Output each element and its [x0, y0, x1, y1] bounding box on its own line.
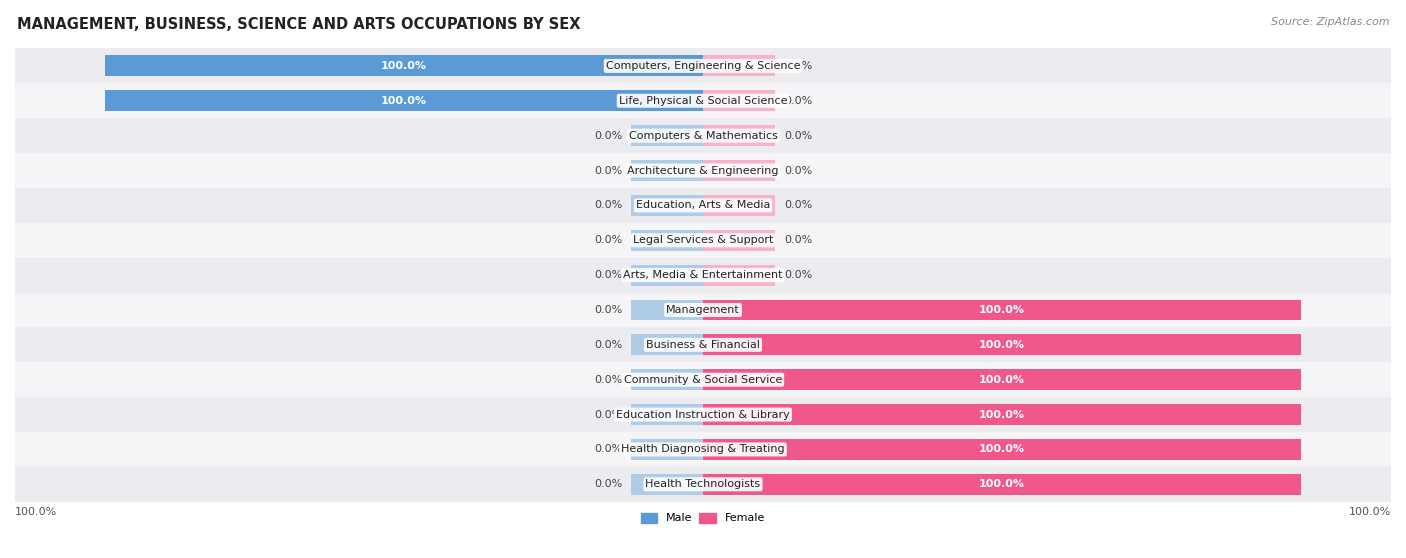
Bar — [703, 195, 775, 216]
Bar — [703, 160, 775, 181]
Text: 100.0%: 100.0% — [979, 479, 1025, 489]
Text: 100.0%: 100.0% — [979, 340, 1025, 350]
Bar — [15, 49, 1391, 83]
Text: 0.0%: 0.0% — [593, 131, 623, 141]
Text: 100.0%: 100.0% — [979, 375, 1025, 384]
Bar — [631, 404, 703, 425]
Bar — [631, 230, 703, 251]
Text: 0.0%: 0.0% — [593, 200, 623, 210]
Text: 0.0%: 0.0% — [593, 340, 623, 350]
Bar — [703, 264, 775, 286]
Text: 100.0%: 100.0% — [979, 410, 1025, 420]
Text: 0.0%: 0.0% — [593, 166, 623, 176]
Bar — [15, 328, 1391, 362]
Bar — [631, 439, 703, 460]
Text: 0.0%: 0.0% — [783, 200, 813, 210]
Bar — [631, 474, 703, 495]
Text: Health Diagnosing & Treating: Health Diagnosing & Treating — [621, 444, 785, 454]
Text: 100.0%: 100.0% — [15, 507, 58, 517]
Bar — [15, 118, 1391, 153]
Text: Business & Financial: Business & Financial — [645, 340, 761, 350]
Bar — [703, 300, 1302, 320]
Bar — [631, 195, 703, 216]
Text: 0.0%: 0.0% — [593, 410, 623, 420]
Text: 100.0%: 100.0% — [1348, 507, 1391, 517]
Bar — [631, 125, 703, 146]
Bar — [631, 264, 703, 286]
Bar — [104, 55, 703, 76]
Bar — [15, 467, 1391, 502]
Text: 0.0%: 0.0% — [783, 131, 813, 141]
Text: Computers & Mathematics: Computers & Mathematics — [628, 131, 778, 141]
Bar — [631, 160, 703, 181]
Bar — [703, 334, 1302, 355]
Text: Life, Physical & Social Science: Life, Physical & Social Science — [619, 96, 787, 106]
Text: Computers, Engineering & Science: Computers, Engineering & Science — [606, 61, 800, 71]
Bar — [703, 369, 1302, 390]
Bar — [15, 188, 1391, 223]
Text: 100.0%: 100.0% — [381, 96, 427, 106]
Text: Legal Services & Support: Legal Services & Support — [633, 235, 773, 246]
Text: 0.0%: 0.0% — [593, 479, 623, 489]
Bar — [703, 230, 775, 251]
Bar — [703, 474, 1302, 495]
Text: Management: Management — [666, 305, 740, 315]
Text: 0.0%: 0.0% — [593, 375, 623, 384]
Legend: Male, Female: Male, Female — [637, 508, 769, 528]
Bar — [703, 404, 1302, 425]
Bar — [104, 90, 703, 111]
Bar — [15, 432, 1391, 467]
Bar — [703, 125, 775, 146]
Text: MANAGEMENT, BUSINESS, SCIENCE AND ARTS OCCUPATIONS BY SEX: MANAGEMENT, BUSINESS, SCIENCE AND ARTS O… — [17, 17, 581, 32]
Bar — [15, 83, 1391, 118]
Bar — [15, 223, 1391, 258]
Text: Community & Social Service: Community & Social Service — [624, 375, 782, 384]
Text: 0.0%: 0.0% — [593, 305, 623, 315]
Bar — [15, 292, 1391, 328]
Bar — [15, 362, 1391, 397]
Text: 0.0%: 0.0% — [593, 235, 623, 246]
Text: 0.0%: 0.0% — [783, 235, 813, 246]
Text: Health Technologists: Health Technologists — [645, 479, 761, 489]
Bar — [703, 90, 775, 111]
Text: Arts, Media & Entertainment: Arts, Media & Entertainment — [623, 270, 783, 280]
Text: Education Instruction & Library: Education Instruction & Library — [616, 410, 790, 420]
Text: 100.0%: 100.0% — [979, 305, 1025, 315]
Bar — [703, 55, 775, 76]
Text: Source: ZipAtlas.com: Source: ZipAtlas.com — [1271, 17, 1389, 27]
Bar — [703, 439, 1302, 460]
Bar — [15, 397, 1391, 432]
Text: 0.0%: 0.0% — [593, 270, 623, 280]
Bar — [631, 369, 703, 390]
Text: 0.0%: 0.0% — [783, 96, 813, 106]
Bar — [15, 153, 1391, 188]
Bar — [631, 300, 703, 320]
Bar — [15, 258, 1391, 292]
Text: 0.0%: 0.0% — [593, 444, 623, 454]
Text: Education, Arts & Media: Education, Arts & Media — [636, 200, 770, 210]
Text: Architecture & Engineering: Architecture & Engineering — [627, 166, 779, 176]
Text: 100.0%: 100.0% — [381, 61, 427, 71]
Text: 0.0%: 0.0% — [783, 270, 813, 280]
Text: 100.0%: 100.0% — [979, 444, 1025, 454]
Text: 0.0%: 0.0% — [783, 166, 813, 176]
Bar — [631, 334, 703, 355]
Text: 0.0%: 0.0% — [783, 61, 813, 71]
